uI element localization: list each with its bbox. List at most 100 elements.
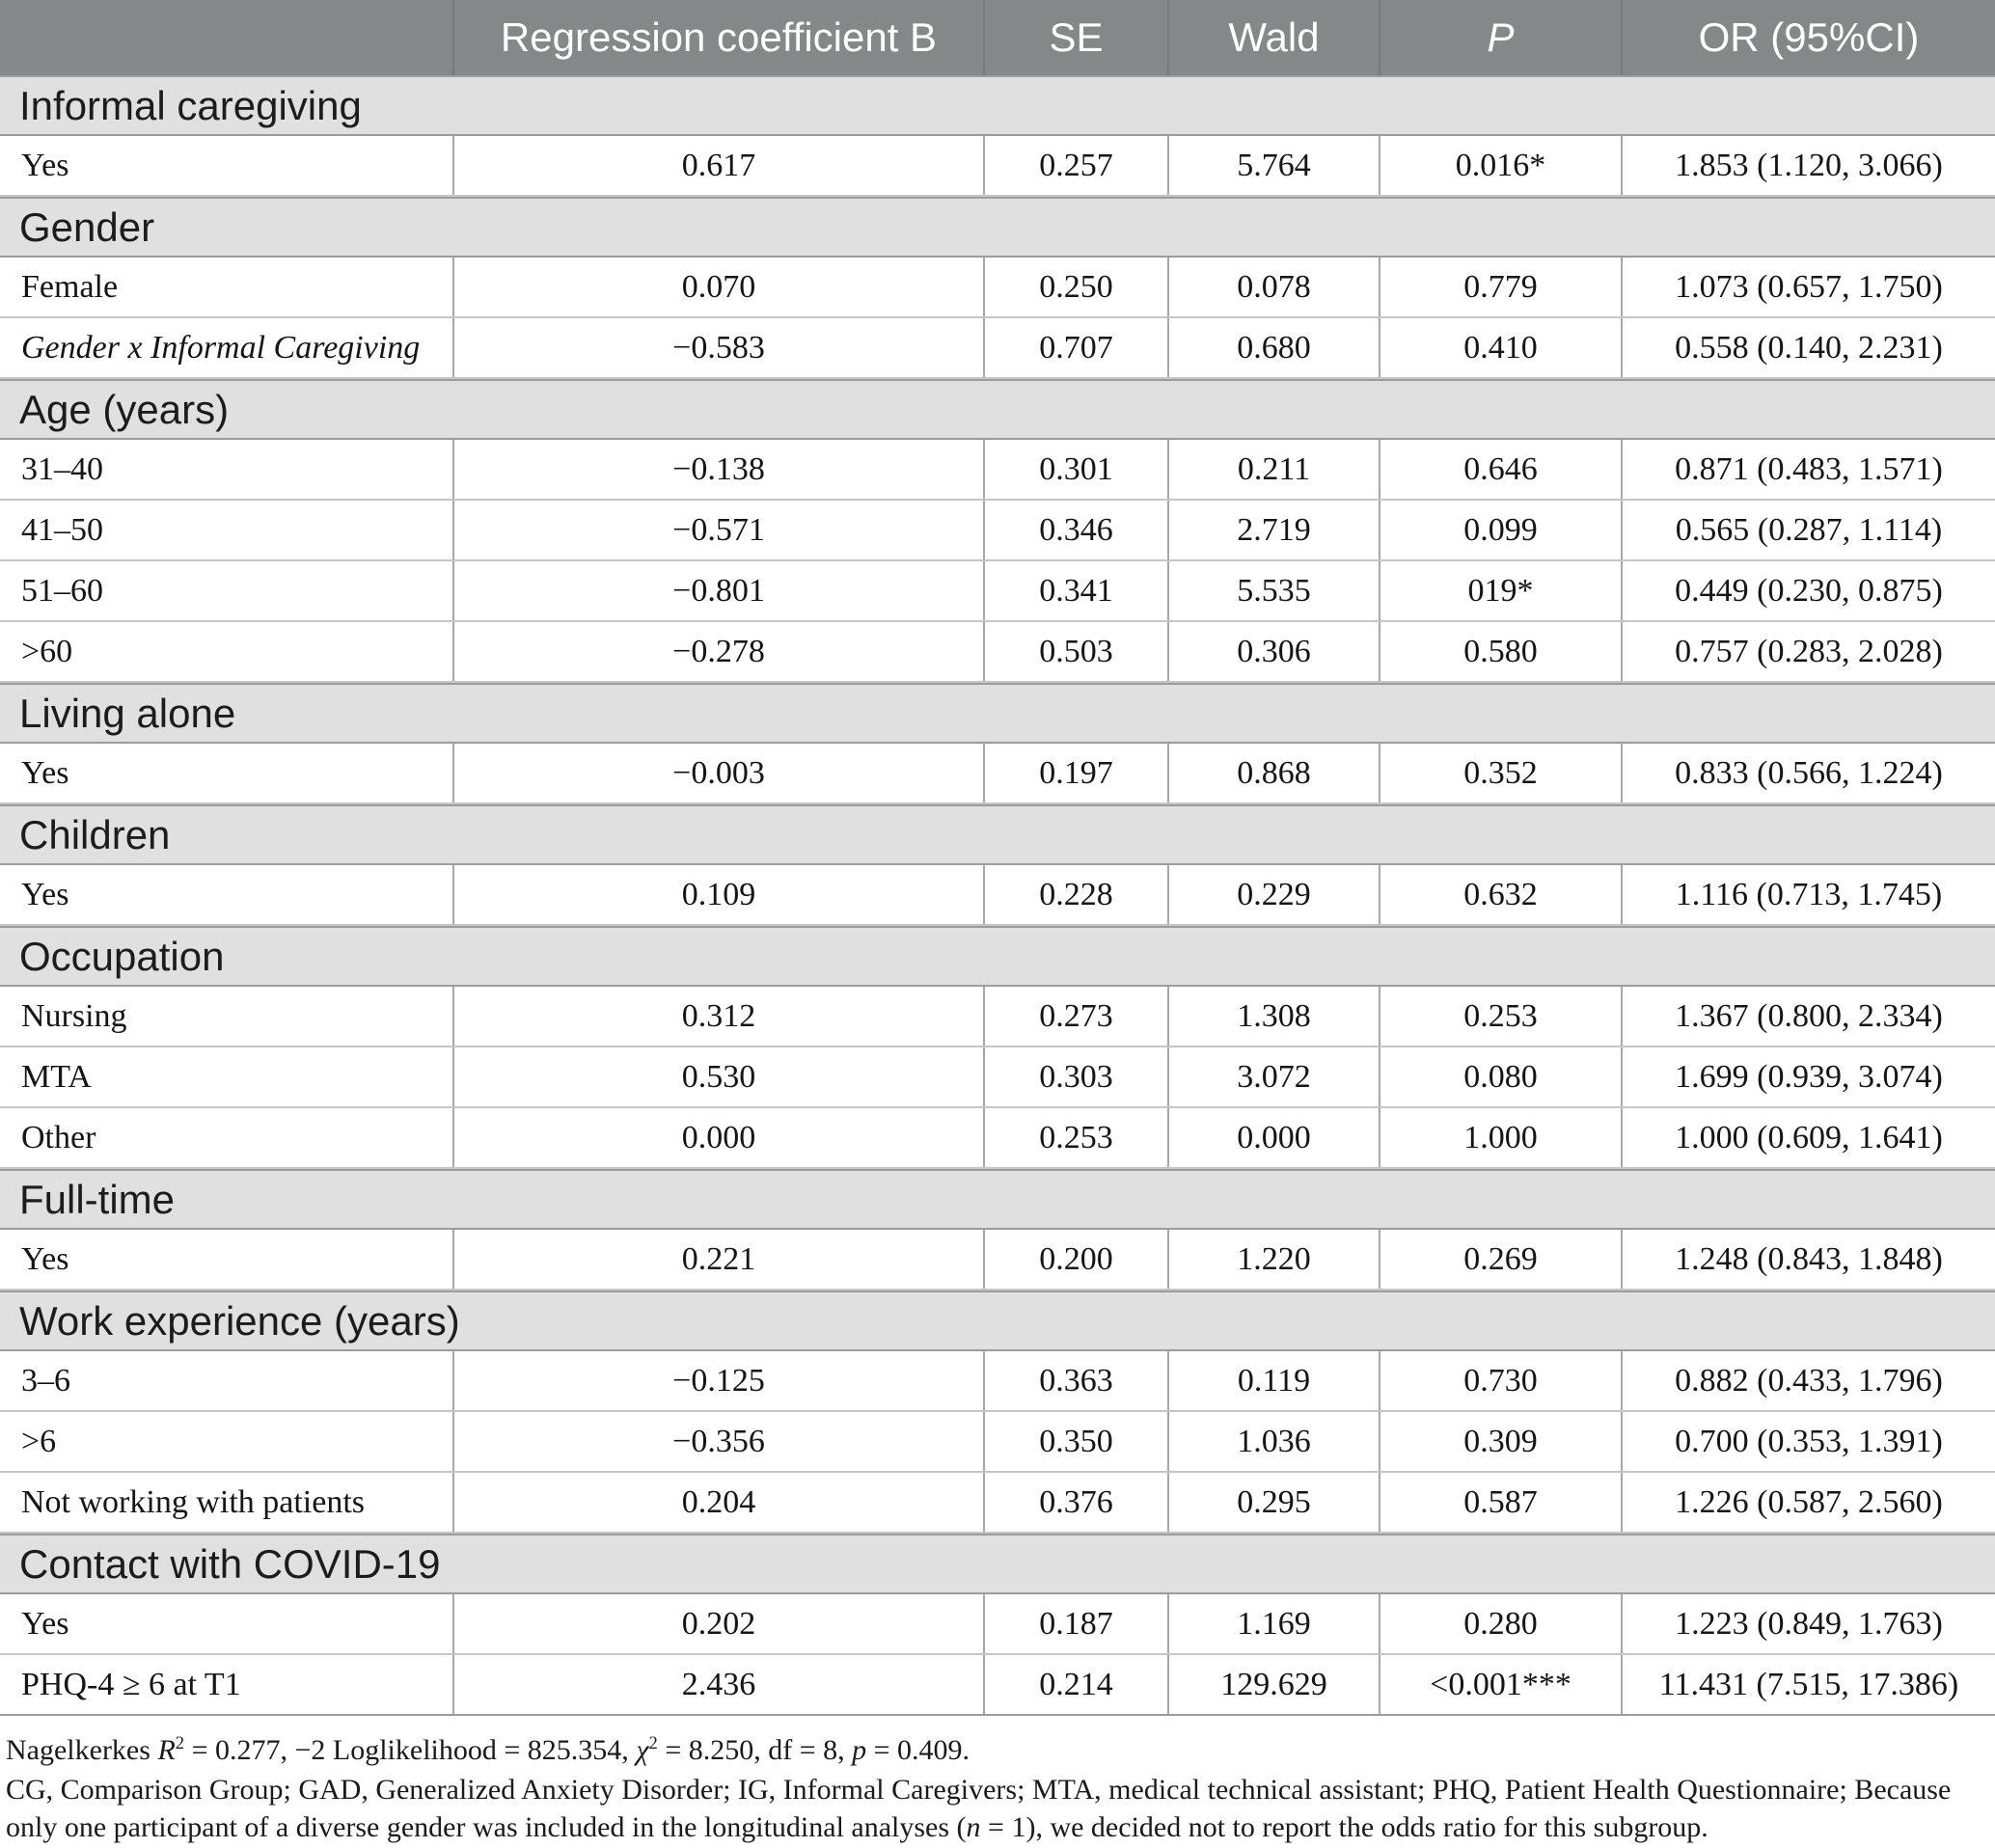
cell-value: 0.632 (1380, 865, 1623, 924)
footnote-model-stats: Nagelkerkes R2 = 0.277, −2 Loglikelihood… (6, 1731, 1989, 1769)
table-row: Gender x Informal Caregiving −0.583 0.707 0… (0, 318, 1995, 379)
cell-value: −0.356 (454, 1412, 985, 1471)
cell-value: 0.303 (985, 1047, 1169, 1106)
cell-value: −0.125 (454, 1351, 985, 1410)
cell-value: 0.257 (985, 136, 1169, 195)
footnote-abbreviations: CG, Comparison Group; GAD, Generalized A… (6, 1771, 1989, 1846)
cell-value: 0.221 (454, 1230, 985, 1289)
cell-value: 1.000 (0.609, 1.641) (1675, 1119, 1943, 1155)
cell-value: −0.571 (454, 501, 985, 559)
cell-value: 0.187 (985, 1594, 1169, 1653)
cell-value: 0.306 (1169, 622, 1380, 681)
row-label: Nursing (0, 987, 454, 1046)
cell-value: 0.016* (1380, 136, 1623, 195)
cell-value: −0.138 (454, 440, 985, 499)
footnote-text-segment: CG, Comparison Group; GAD, Generalized A… (6, 1774, 1952, 1843)
cell-value: 0.530 (454, 1047, 985, 1106)
section-label: Children (19, 811, 171, 857)
section-row: Informal caregiving (0, 75, 1995, 136)
footnote-text-segment: Nagelkerkes (6, 1734, 158, 1766)
cell-value: 1.308 (1169, 987, 1380, 1046)
column-header-regression-coefficient-b: Regression coefficient B (454, 0, 985, 75)
table-row: Yes 0.221 0.200 1.220 0.269 1.248 (0.843, 1.8… (0, 1230, 1995, 1291)
footnote-text-segment: = 0.277, −2 Loglikelihood = 825.354, (184, 1734, 637, 1766)
row-label: Yes (0, 865, 454, 924)
cell-value: 0.309 (1380, 1412, 1623, 1471)
cell-value: 0.882 (0.433, 1.796) (1675, 1362, 1943, 1399)
row-label: Yes (0, 744, 454, 802)
cell-value: 0.000 (1169, 1108, 1380, 1167)
cell-value: <0.001*** (1380, 1655, 1623, 1714)
cell-value: 3.072 (1169, 1047, 1380, 1106)
table-row: Yes −0.003 0.197 0.868 0.352 0.833 (0.566, 1.… (0, 744, 1995, 804)
cell-value: 0.000 (454, 1108, 985, 1167)
cell-value: 1.853 (1.120, 3.066) (1675, 147, 1943, 183)
row-label: PHQ-4 ≥ 6 at T1 (0, 1655, 454, 1714)
row-label: 31–40 (0, 440, 454, 499)
header-row: Regression coefficient B SE Wald P OR (9… (0, 0, 1995, 75)
table-row: Other 0.000 0.253 0.000 1.000 1.000 (0.609, 1… (0, 1108, 1995, 1169)
table-row: Yes 0.617 0.257 5.764 0.016* 1.853 (1.120, 3.… (0, 136, 1995, 197)
row-label: MTA (0, 1047, 454, 1106)
table-row: Nursing 0.312 0.273 1.308 0.253 1.367 (0.800,… (0, 987, 1995, 1047)
cell-value: 0.099 (1380, 501, 1623, 559)
cell-value: 0.779 (1380, 258, 1623, 316)
footnote-text-segment: = 0.409. (866, 1734, 970, 1766)
footnotes: Nagelkerkes R2 = 0.277, −2 Loglikelihood… (0, 1716, 1995, 1846)
cell-value: 0.346 (985, 501, 1169, 559)
footnote-text-segment: p (852, 1734, 867, 1766)
cell-value: 1.169 (1169, 1594, 1380, 1653)
cell-value: 1.000 (1380, 1108, 1623, 1167)
cell-value: 1.226 (0.587, 2.560) (1675, 1483, 1943, 1520)
section-label: Age (years) (19, 386, 230, 432)
cell-value: 129.629 (1169, 1655, 1380, 1714)
row-label: 41–50 (0, 501, 454, 559)
column-header-p: P (1380, 0, 1623, 75)
cell-value: 0.587 (1380, 1473, 1623, 1532)
footnote-text-segment: 2 (175, 1733, 185, 1753)
cell-value: 1.036 (1169, 1412, 1380, 1471)
row-label: Yes (0, 1230, 454, 1289)
cell-value: 0.503 (985, 622, 1169, 681)
cell-value: 0.376 (985, 1473, 1169, 1532)
section-row: Living alone (0, 683, 1995, 744)
cell-value: 5.764 (1169, 136, 1380, 195)
section-label: Work experience (years) (19, 1297, 460, 1344)
cell-value: 1.367 (0.800, 2.334) (1675, 997, 1943, 1034)
section-label: Gender (19, 204, 155, 250)
cell-value: 0.363 (985, 1351, 1169, 1410)
section-label: Full-time (19, 1176, 176, 1222)
section-row: Age (years) (0, 379, 1995, 440)
cell-value: 0.253 (1380, 987, 1623, 1046)
column-header-or-95ci: OR (95%CI) (1698, 14, 1920, 60)
cell-value: 1.699 (0.939, 3.074) (1675, 1058, 1943, 1095)
cell-value: 0.214 (985, 1655, 1169, 1714)
cell-value: 0.204 (454, 1473, 985, 1532)
cell-value: 0.871 (0.483, 1.571) (1675, 450, 1943, 487)
cell-value: 0.730 (1380, 1351, 1623, 1410)
cell-value: 019* (1380, 561, 1623, 620)
table-row: 3–6 −0.125 0.363 0.119 0.730 0.882 (0.433, 1.… (0, 1351, 1995, 1412)
cell-value: 1.248 (0.843, 1.848) (1675, 1240, 1943, 1277)
cell-value: 0.757 (0.283, 2.028) (1675, 633, 1943, 669)
column-header-se: SE (985, 0, 1169, 75)
cell-value: 2.719 (1169, 501, 1380, 559)
cell-value: 0.273 (985, 987, 1169, 1046)
table-row: Yes 0.109 0.228 0.229 0.632 1.116 (0.713, 1.7… (0, 865, 1995, 926)
row-label: >60 (0, 622, 454, 681)
row-label: Not working with patients (0, 1473, 454, 1532)
row-label: Other (0, 1108, 454, 1167)
cell-value: 2.436 (454, 1655, 985, 1714)
cell-value: 5.535 (1169, 561, 1380, 620)
cell-value: 0.449 (0.230, 0.875) (1675, 572, 1943, 609)
cell-value: 0.312 (454, 987, 985, 1046)
table-row: Yes 0.202 0.187 1.169 0.280 1.223 (0.849, 1.7… (0, 1594, 1995, 1655)
cell-value: 11.431 (7.515, 17.386) (1658, 1666, 1959, 1702)
cell-value: 0.680 (1169, 318, 1380, 377)
section-row: Full-time (0, 1169, 1995, 1230)
row-label: 51–60 (0, 561, 454, 620)
footnote-text-segment: 2 (648, 1733, 658, 1753)
footnote-text-segment: = 8.250, df = 8, (657, 1734, 853, 1766)
cell-value: 0.080 (1380, 1047, 1623, 1106)
section-row: Occupation (0, 926, 1995, 987)
